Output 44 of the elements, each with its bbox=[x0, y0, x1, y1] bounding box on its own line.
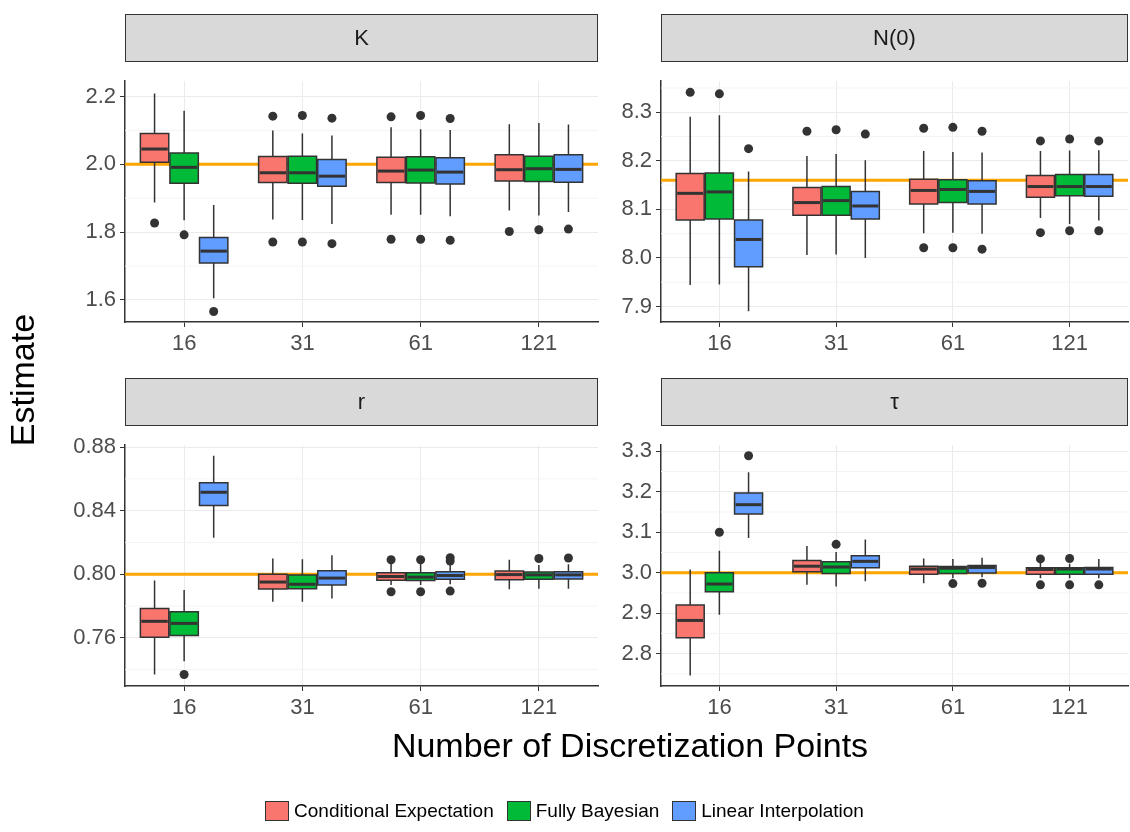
x-tick-label: 31 bbox=[823, 330, 849, 356]
y-tick-label: 3.1 bbox=[621, 518, 652, 544]
x-tick-label: 31 bbox=[290, 694, 315, 720]
legend-label: Fully Bayesian bbox=[535, 800, 660, 822]
x-tick-label: 16 bbox=[171, 330, 197, 356]
x-axis-title: Number of Discretization Points bbox=[391, 725, 869, 765]
y-tick-label: 0.80 bbox=[73, 560, 116, 586]
y-axis-title: Estimate bbox=[2, 313, 42, 447]
y-tick-label: 0.88 bbox=[73, 433, 116, 459]
y-tick-label: 1.6 bbox=[85, 286, 116, 312]
y-tick-label: 3.0 bbox=[621, 558, 652, 584]
y-tick-label: 8.1 bbox=[621, 195, 652, 221]
legend-label: Conditional Expectation bbox=[294, 800, 494, 822]
x-tick-label: 61 bbox=[408, 330, 433, 356]
x-tick-label: 31 bbox=[290, 330, 315, 356]
x-tick-label: 61 bbox=[940, 694, 966, 720]
x-tick-label: 121 bbox=[520, 694, 558, 720]
x-tick-label: 121 bbox=[1051, 330, 1088, 356]
x-tick-label: 61 bbox=[940, 330, 966, 356]
y-tick-label: 2.8 bbox=[621, 639, 652, 665]
chart-title: τ bbox=[661, 378, 1128, 426]
y-tick-label: 2.9 bbox=[621, 599, 652, 625]
x-tick-label: 61 bbox=[408, 694, 433, 720]
y-tick-label: 8.3 bbox=[621, 98, 652, 124]
chart-title: r bbox=[125, 378, 598, 426]
x-tick-label: 121 bbox=[520, 330, 558, 356]
y-tick-label: 3.3 bbox=[621, 437, 652, 463]
y-tick-label: 2.0 bbox=[85, 150, 116, 176]
y-tick-label: 8.2 bbox=[621, 146, 652, 172]
y-tick-label: 7.9 bbox=[621, 292, 652, 318]
y-tick-label: 2.2 bbox=[85, 82, 116, 108]
chart-title: N(0) bbox=[661, 14, 1128, 62]
y-tick-label: 1.8 bbox=[85, 218, 116, 244]
legend-label: Linear Interpolation bbox=[701, 800, 864, 822]
y-tick-label: 3.2 bbox=[621, 477, 652, 503]
chart-title: K bbox=[125, 14, 598, 62]
x-tick-label: 121 bbox=[1051, 694, 1088, 720]
y-tick-label: 0.84 bbox=[73, 496, 116, 522]
x-tick-label: 16 bbox=[171, 694, 197, 720]
y-tick-label: 8.0 bbox=[621, 243, 652, 269]
x-tick-label: 16 bbox=[707, 694, 732, 720]
x-tick-label: 16 bbox=[707, 330, 732, 356]
y-tick-label: 0.76 bbox=[73, 623, 116, 649]
x-tick-label: 31 bbox=[823, 694, 849, 720]
